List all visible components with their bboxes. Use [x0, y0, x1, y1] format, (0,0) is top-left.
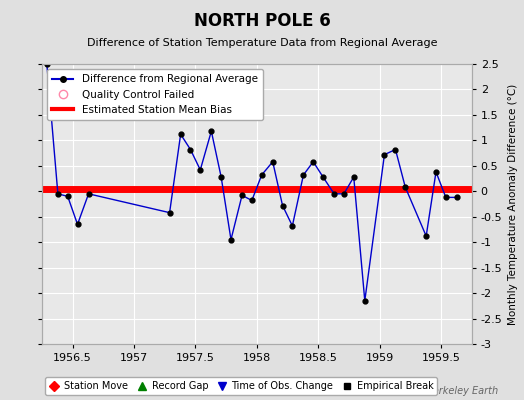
- Text: Difference of Station Temperature Data from Regional Average: Difference of Station Temperature Data f…: [87, 38, 437, 48]
- Text: NORTH POLE 6: NORTH POLE 6: [194, 12, 330, 30]
- Y-axis label: Monthly Temperature Anomaly Difference (°C): Monthly Temperature Anomaly Difference (…: [508, 83, 518, 325]
- Legend: Station Move, Record Gap, Time of Obs. Change, Empirical Break: Station Move, Record Gap, Time of Obs. C…: [45, 377, 438, 395]
- Text: Berkeley Earth: Berkeley Earth: [425, 386, 498, 396]
- Legend: Difference from Regional Average, Quality Control Failed, Estimated Station Mean: Difference from Regional Average, Qualit…: [47, 69, 263, 120]
